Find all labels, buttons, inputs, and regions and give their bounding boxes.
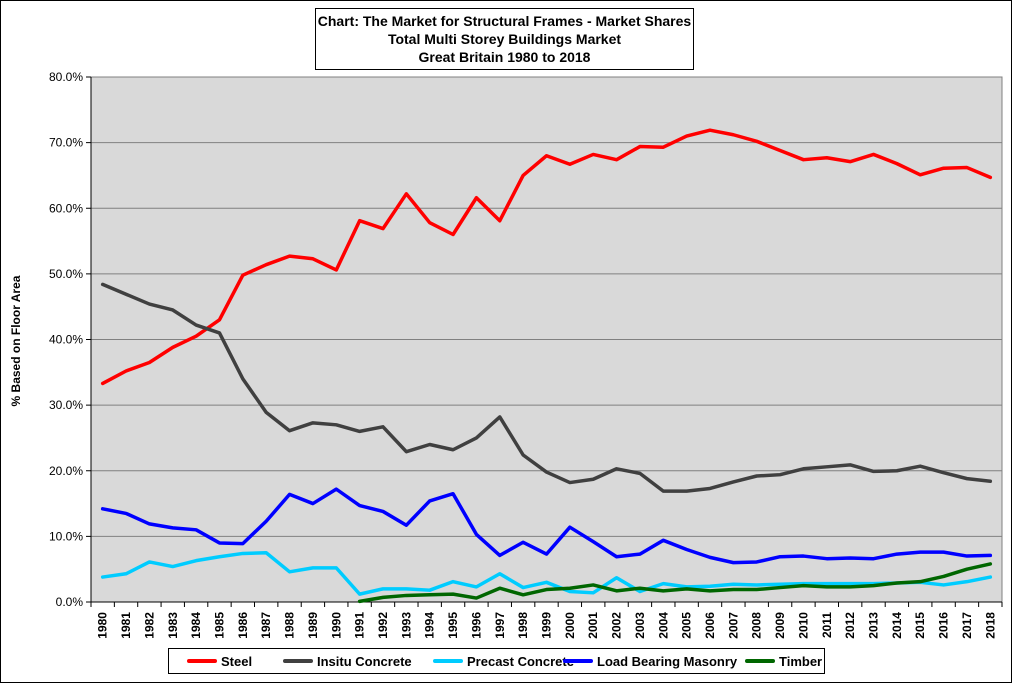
series-line-steel: [100, 128, 993, 386]
x-tick-label: 1997: [493, 612, 507, 639]
x-tick-label: 2004: [656, 612, 670, 639]
y-tick-label: 20.0%: [49, 464, 83, 478]
x-tick-label: 1980: [96, 612, 110, 639]
y-tick-label: 70.0%: [49, 136, 83, 150]
x-tick-label: 2002: [610, 612, 624, 639]
x-tick-label: 2010: [796, 612, 810, 639]
chart-title-line-3: Great Britain 1980 to 2018: [418, 49, 591, 65]
y-tick-label: 40.0%: [49, 333, 83, 347]
x-tick-label: 1982: [142, 612, 156, 639]
legend-item-load-bearing-masonry: Load Bearing Masonry: [563, 653, 737, 669]
x-tick-label: 2011: [820, 612, 834, 638]
series-line-load-bearing-masonry: [100, 487, 993, 565]
x-tick-label: 2016: [937, 612, 951, 639]
x-tick-label: 2012: [843, 612, 857, 639]
x-tick-label: 2000: [563, 612, 577, 639]
x-tick-label: 1994: [423, 612, 437, 639]
x-tick-label: 1999: [540, 612, 554, 639]
y-tick-label: 0.0%: [56, 595, 84, 609]
x-tick-label: 1983: [166, 612, 180, 639]
y-tick-label: 60.0%: [49, 201, 83, 215]
x-tick-label: 1993: [399, 612, 413, 639]
x-tick-label: 2015: [913, 612, 927, 639]
legend-label-steel: Steel: [221, 653, 253, 669]
legend-swatch-precast-concrete: [433, 659, 463, 663]
series-line-insitu-concrete: [100, 282, 993, 493]
x-tick-label: 1995: [446, 612, 460, 639]
y-tick-label: 30.0%: [49, 398, 83, 412]
x-tick-label: 1998: [516, 612, 530, 639]
x-tick-label: 2014: [890, 612, 904, 639]
axes: 0.0% 10.0% 20.0% 30.0% 40.0% 50.0% 60.0% 70.0% 8…: [49, 70, 1003, 639]
x-tick-label: 2001: [586, 612, 600, 639]
legend-item-timber: Timber: [745, 653, 822, 669]
chart-title-line-1: Chart: The Market for Structural Frames …: [317, 13, 692, 29]
y-tick-label: 50.0%: [49, 267, 83, 281]
legend-swatch-load-bearing-masonry: [563, 659, 593, 663]
x-tick-label: 1991: [353, 612, 367, 639]
legend-item-steel: Steel: [187, 653, 252, 669]
legend-swatch-timber: [745, 659, 775, 663]
x-tick-label: 2009: [773, 612, 787, 639]
legend-label-insitu-concrete: Insitu Concrete: [317, 653, 412, 669]
legend-item-precast-concrete: Precast Concrete: [433, 653, 574, 669]
legend-swatch-steel: [187, 659, 217, 663]
y-tick-label: 10.0%: [49, 529, 83, 543]
x-tick-label: 1987: [259, 612, 273, 639]
legend-item-insitu-concrete: Insitu Concrete: [283, 653, 412, 669]
legend-swatch-insitu-concrete: [283, 659, 313, 663]
x-tick-label: 2017: [960, 612, 974, 639]
x-tick-label: 1986: [236, 612, 250, 639]
x-tick-label: 1989: [306, 612, 320, 639]
x-tick-label: 2013: [867, 612, 881, 639]
x-tick-label: 2003: [633, 612, 647, 639]
x-tick-label: 1984: [189, 612, 203, 639]
y-axis-label: % Based on Floor Area: [9, 275, 23, 407]
y-tick-label: 80.0%: [49, 70, 83, 84]
series-line-timber: [357, 562, 993, 604]
series-line-precast-concrete: [100, 551, 993, 596]
x-tick-label: 1996: [469, 612, 483, 639]
x-tick-label: 2005: [680, 612, 694, 639]
x-tick-label: 2007: [726, 612, 740, 639]
x-tick-label: 1985: [212, 612, 226, 639]
legend-label-timber: Timber: [779, 653, 823, 669]
x-tick-label: 1990: [329, 612, 343, 639]
series-lines: [100, 128, 993, 604]
x-tick-label: 1988: [283, 612, 297, 639]
x-tick-label: 2006: [703, 612, 717, 639]
chart-title: Chart: The Market for Structural Frames …: [315, 8, 694, 70]
x-tick-label: 1981: [119, 612, 133, 639]
x-tick-label: 2008: [750, 612, 764, 639]
legend-label-precast-concrete: Precast Concrete: [467, 653, 574, 669]
x-tick-label: 2018: [983, 612, 997, 639]
x-tick-label: 1992: [376, 612, 390, 639]
legend: Steel Insitu Concrete Precast Concrete L…: [168, 648, 825, 674]
legend-label-load-bearing-masonry: Load Bearing Masonry: [597, 653, 738, 669]
chart-title-line-2: Total Multi Storey Buildings Market: [387, 31, 622, 47]
